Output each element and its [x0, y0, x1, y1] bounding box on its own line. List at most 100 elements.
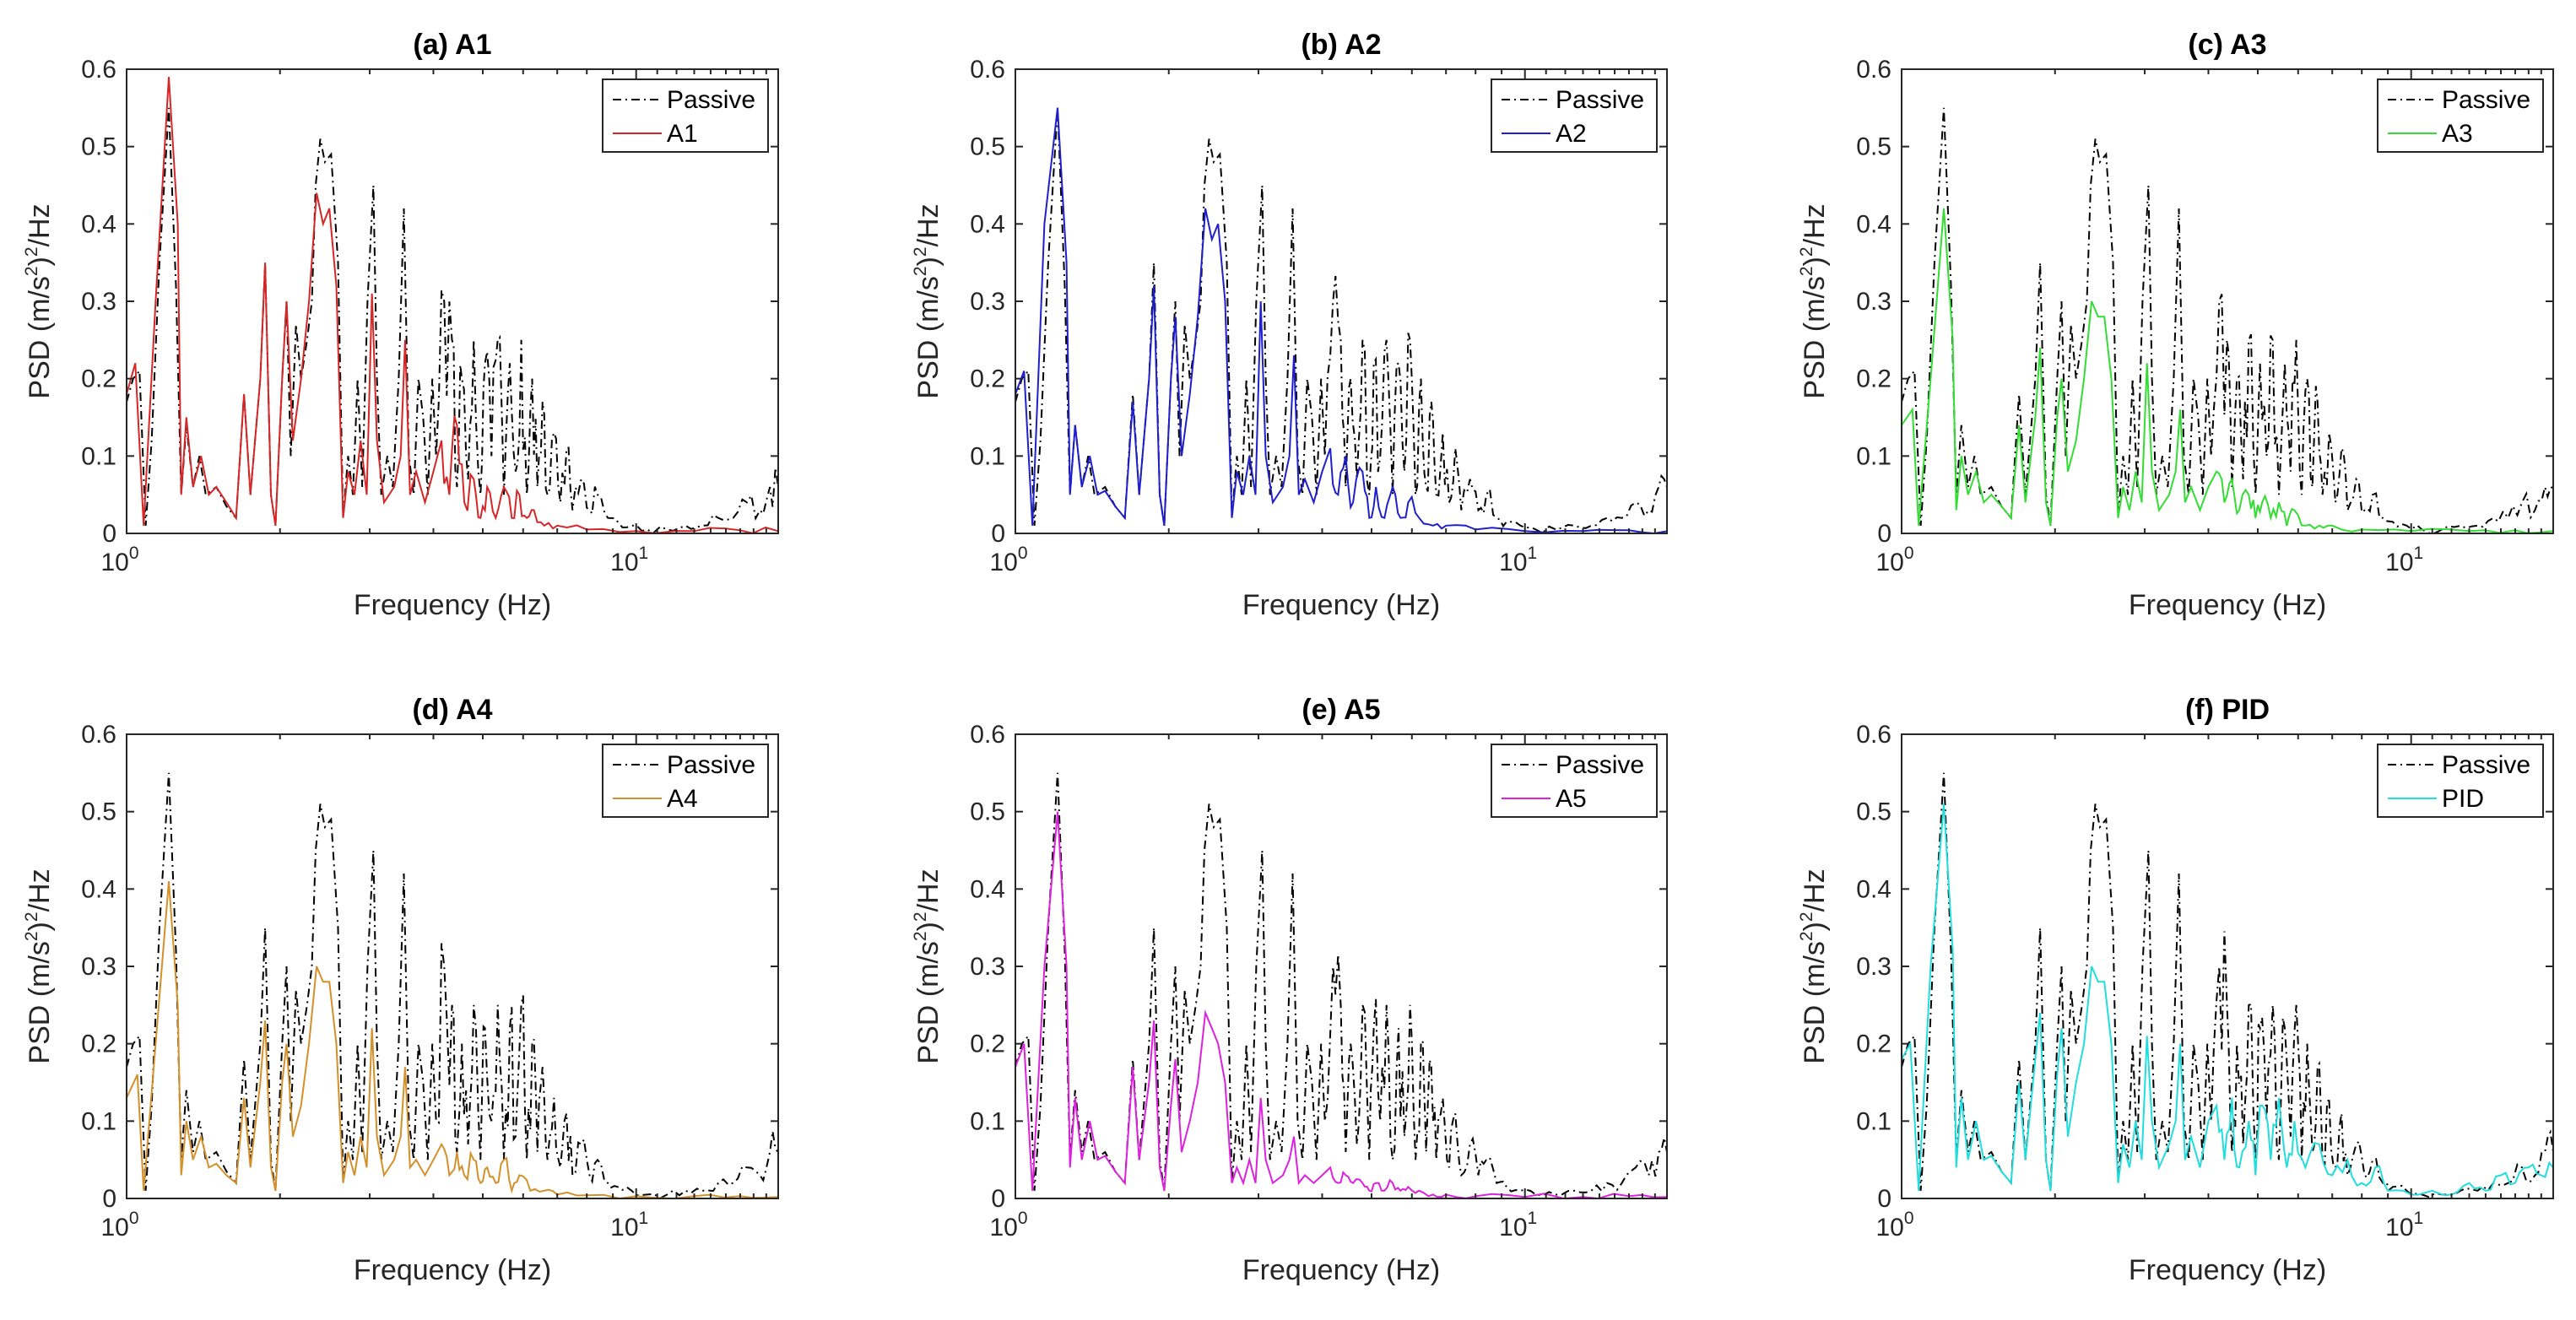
y-axis-label: PSD (m/s2)2/Hz: [1797, 868, 1831, 1063]
legend: Passive A5: [1491, 744, 1658, 818]
y-tick-label: 0.2: [81, 365, 116, 393]
legend-box: [1491, 78, 1658, 153]
y-tick-label: 0.4: [1856, 210, 1891, 238]
series-line-a1: [127, 77, 778, 533]
y-tick-label: 0: [1877, 520, 1891, 548]
chart-title: (f) PID: [2185, 694, 2270, 726]
legend-box: [602, 78, 769, 153]
y-tick-label: 0.5: [81, 798, 116, 826]
legend: Passive PID: [2377, 744, 2544, 818]
legend-label-passive: Passive: [1556, 751, 1644, 779]
series-line-a3: [1902, 208, 2553, 533]
chart-panel-5: 0 0.1 0.2 0.3 0.4 0.5 0.6 100 101 (e) A5 Frequency…: [911, 694, 1668, 1286]
y-axis-label: PSD (m/s2)2/Hz: [911, 203, 944, 398]
y-tick-label: 0: [1877, 1185, 1891, 1213]
legend-label-a5: A5: [1556, 785, 1587, 813]
y-tick-label: 0.1: [970, 1107, 1005, 1135]
y-tick-label: 0.3: [970, 288, 1005, 316]
y-tick-label: 0.6: [81, 721, 116, 749]
y-axis-label: PSD (m/s2)2/Hz: [911, 868, 944, 1063]
y-axis-label: PSD (m/s2)2/Hz: [22, 868, 56, 1063]
y-tick-label: 0.1: [81, 442, 116, 470]
y-tick-label: 0.4: [81, 875, 116, 903]
x-tick-label: 100: [1875, 544, 1913, 576]
series-line-pid: [1902, 803, 2553, 1197]
y-tick-label: 0.2: [1856, 365, 1891, 393]
x-tick-label: 101: [1499, 544, 1537, 576]
series-line-passive: [1015, 772, 1667, 1197]
legend-box: [1491, 744, 1658, 818]
y-tick-label: 0.4: [970, 875, 1005, 903]
legend-label-a4: A4: [667, 785, 698, 813]
y-tick-label: 0.6: [970, 56, 1005, 84]
x-axis-label: Frequency (Hz): [354, 589, 551, 621]
x-tick-label: 101: [610, 544, 648, 576]
y-tick-label: 0.2: [1856, 1031, 1891, 1058]
y-tick-label: 0.1: [1856, 442, 1891, 470]
chart-title: (a) A1: [413, 29, 491, 61]
x-axis-label: Frequency (Hz): [1242, 1254, 1440, 1286]
y-tick-label: 0.1: [81, 1107, 116, 1135]
y-tick-label: 0.2: [970, 365, 1005, 393]
series-line-passive: [127, 107, 778, 533]
legend-label-pid: PID: [2442, 785, 2484, 813]
y-tick-label: 0.2: [970, 1031, 1005, 1058]
series-line-passive: [1015, 107, 1667, 533]
y-tick-label: 0: [991, 520, 1005, 548]
x-tick-label: 100: [1875, 1209, 1913, 1242]
x-tick-label: 100: [989, 544, 1027, 576]
chart-title: (e) A5: [1302, 694, 1380, 726]
y-tick-label: 0.1: [1856, 1107, 1891, 1135]
legend-label-passive: Passive: [2442, 751, 2530, 779]
x-tick-label: 101: [610, 1209, 648, 1242]
y-tick-label: 0.1: [970, 442, 1005, 470]
legend-box: [602, 744, 769, 818]
legend-label-a1: A1: [667, 120, 698, 148]
y-tick-label: 0.3: [970, 953, 1005, 981]
x-tick-label: 101: [2385, 544, 2423, 576]
chart-panel-4: 0 0.1 0.2 0.3 0.4 0.5 0.6 100 101 (d) A4 Frequency…: [22, 694, 779, 1286]
y-tick-label: 0.6: [1856, 721, 1891, 749]
y-axis-label: PSD (m/s2)2/Hz: [1797, 203, 1831, 398]
y-tick-label: 0.5: [1856, 133, 1891, 161]
y-tick-label: 0.5: [970, 798, 1005, 826]
legend: Passive A3: [2377, 78, 2544, 153]
y-tick-label: 0.3: [81, 288, 116, 316]
y-tick-label: 0.5: [970, 133, 1005, 161]
legend-label-passive: Passive: [2442, 86, 2530, 114]
x-tick-label: 100: [100, 544, 138, 576]
chart-title: (b) A2: [1301, 29, 1381, 61]
legend: Passive A2: [1491, 78, 1658, 153]
x-tick-label: 101: [1499, 1209, 1537, 1242]
y-tick-label: 0.5: [81, 133, 116, 161]
chart-title: (d) A4: [412, 694, 492, 726]
y-tick-label: 0: [991, 1185, 1005, 1213]
x-tick-label: 101: [2385, 1209, 2423, 1242]
chart-panel-3: 0 0.1 0.2 0.3 0.4 0.5 0.6 100 101 (c) A3 Frequency…: [1797, 29, 2554, 621]
x-axis-label: Frequency (Hz): [2129, 589, 2326, 621]
series-line-passive: [1902, 107, 2553, 533]
x-axis-label: Frequency (Hz): [2129, 1254, 2326, 1286]
legend-label-passive: Passive: [667, 86, 755, 114]
x-axis-label: Frequency (Hz): [1242, 589, 1440, 621]
y-tick-label: 0.6: [970, 721, 1005, 749]
x-tick-label: 100: [100, 1209, 138, 1242]
y-tick-label: 0.3: [1856, 953, 1891, 981]
chart-panel-2: 0 0.1 0.2 0.3 0.4 0.5 0.6 100 101 (b) A2 Frequency…: [911, 29, 1668, 621]
x-tick-label: 100: [989, 1209, 1027, 1242]
legend-label-passive: Passive: [1556, 86, 1644, 114]
y-tick-label: 0: [102, 1185, 116, 1213]
y-tick-label: 0.4: [81, 210, 116, 238]
y-tick-label: 0.2: [81, 1031, 116, 1058]
legend: Passive A4: [602, 744, 769, 818]
y-tick-label: 0.5: [1856, 798, 1891, 826]
y-tick-label: 0.4: [1856, 875, 1891, 903]
legend-label-a3: A3: [2442, 120, 2473, 148]
y-tick-label: 0: [102, 520, 116, 548]
y-tick-label: 0.4: [970, 210, 1005, 238]
series-line-a5: [1015, 811, 1667, 1198]
legend-box: [2377, 744, 2544, 818]
chart-title: (c) A3: [2188, 29, 2266, 61]
y-axis-label: PSD (m/s2)2/Hz: [22, 203, 56, 398]
y-tick-label: 0.3: [81, 953, 116, 981]
